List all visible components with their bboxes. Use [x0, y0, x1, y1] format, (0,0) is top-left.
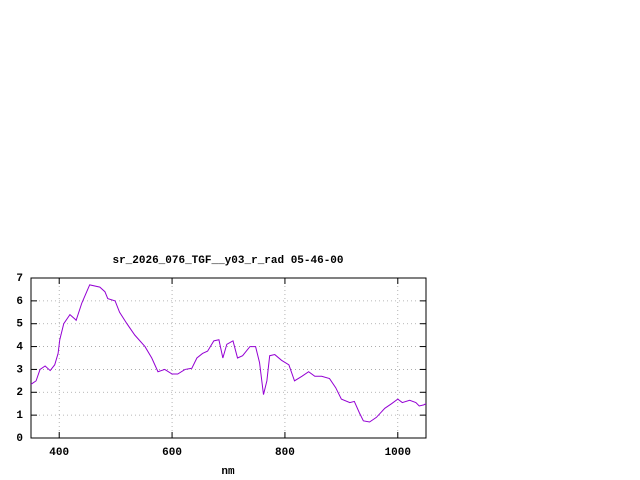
y-tick-label: 5 — [16, 319, 23, 331]
x-axis-label: nm — [221, 466, 235, 478]
y-tick-label: 1 — [16, 410, 23, 422]
x-tick-label: 800 — [275, 447, 295, 459]
y-tick-label: 2 — [16, 387, 23, 399]
x-tick-label: 1000 — [385, 447, 411, 459]
data-line — [30, 284, 427, 423]
plot-frame — [30, 277, 427, 439]
y-tick-label: 7 — [16, 273, 23, 285]
y-tick-label: 3 — [16, 364, 23, 376]
x-tick-label: 400 — [49, 447, 69, 459]
y-tick-label: 0 — [16, 433, 23, 445]
chart-title: sr_2026_076_TGF__y03_r_rad 05-46-00 — [112, 255, 343, 267]
y-tick-label: 6 — [16, 296, 23, 308]
x-tick-label: 600 — [162, 447, 182, 459]
y-tick-label: 4 — [16, 341, 23, 353]
